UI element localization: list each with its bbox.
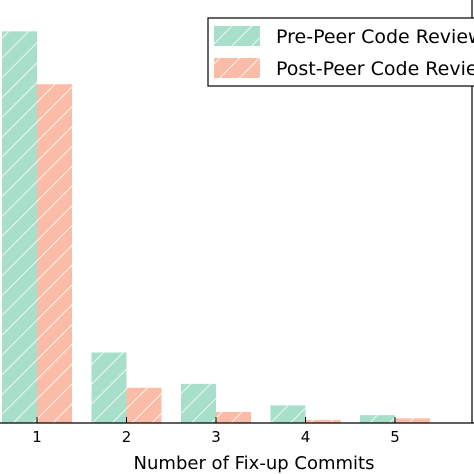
- bar-hatch-post-2: [126, 387, 162, 423]
- bar-hatch-pre-5: [360, 415, 395, 423]
- bar-hatch-post-5: [395, 418, 430, 423]
- bar-hatch-pre-1: [2, 31, 37, 423]
- bar-hatch-pre-4: [270, 405, 306, 423]
- legend-label-post-peer: Post-Peer Code Review: [276, 58, 474, 80]
- x-tick-label-3: 3: [211, 428, 221, 446]
- x-tick-label-2: 2: [122, 428, 132, 446]
- legend-swatch-hatch-pre-peer: [214, 26, 260, 46]
- bar-hatch-post-3: [216, 412, 251, 423]
- legend-label-pre-peer: Pre-Peer Code Review: [276, 26, 474, 48]
- legend-swatch-hatch-post-peer: [214, 58, 260, 78]
- x-tick-label-1: 1: [32, 428, 42, 446]
- bar-hatch-pre-3: [181, 383, 216, 423]
- x-tick-label-4: 4: [301, 428, 311, 446]
- bars-layer: [2, 31, 430, 423]
- x-tick-label-5: 5: [390, 428, 400, 446]
- bar-hatch-pre-2: [91, 352, 127, 423]
- bar-hatch-post-4: [305, 419, 341, 423]
- x-ticks-layer: 1 2 3 4 5: [32, 417, 400, 446]
- x-axis-label: Number of Fix-up Commits: [134, 453, 375, 474]
- bar-hatch-post-1: [37, 84, 72, 423]
- legend: Pre-Peer Code Review Post-Peer Code Revi…: [207, 17, 474, 87]
